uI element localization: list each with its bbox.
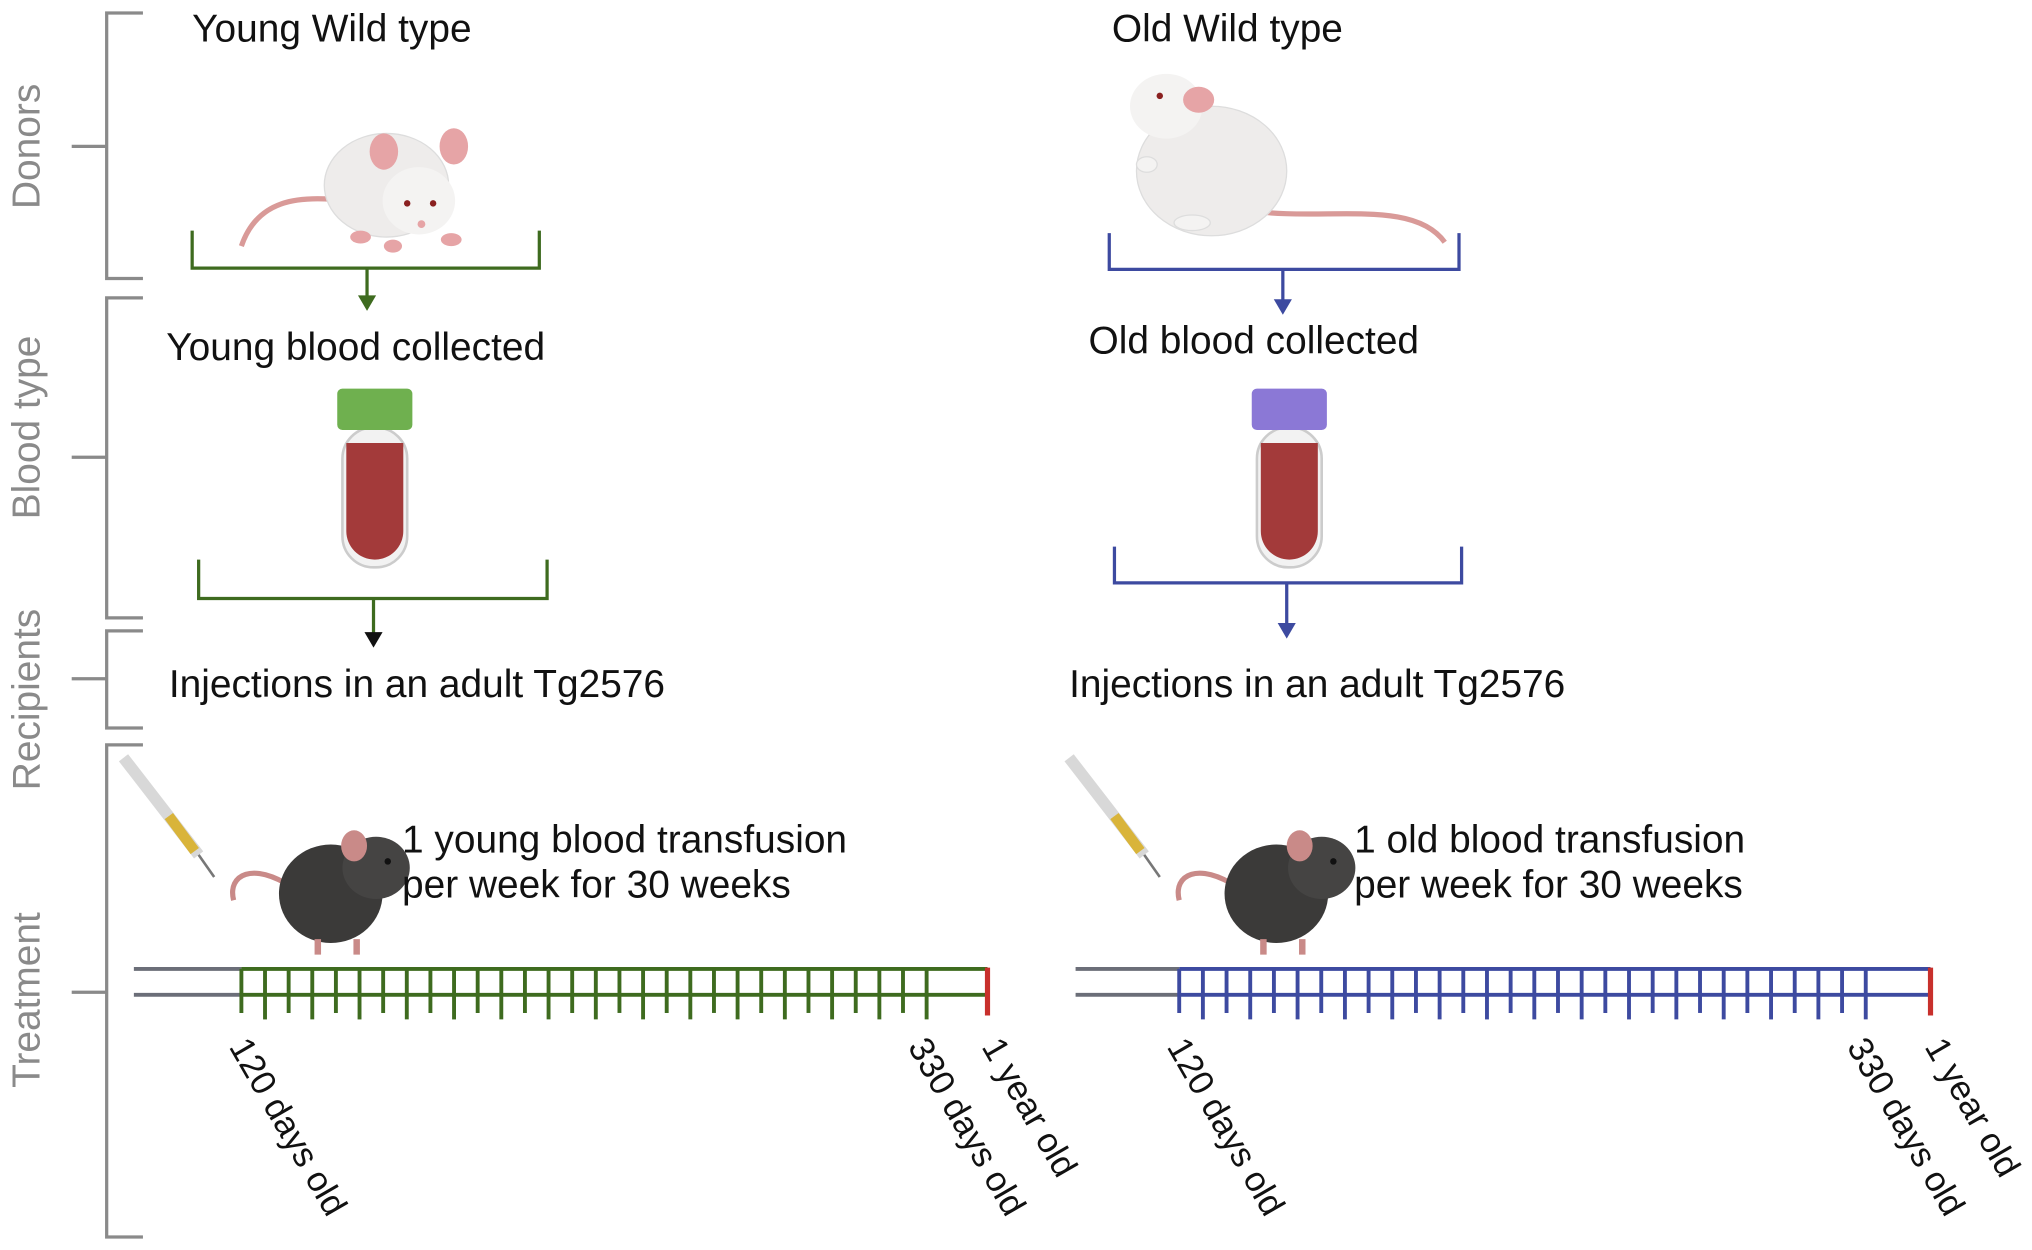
treatment-label-line2: per week for 30 weeks — [402, 864, 791, 907]
side-label-treatment: Treatment — [5, 912, 48, 1088]
treatment-label-line1: 1 old blood transfusion — [1354, 818, 1745, 861]
arrow-head — [357, 295, 377, 311]
pre-treatment-line — [1075, 966, 1180, 997]
recipient-label: Injections in an adult Tg2576 — [169, 663, 665, 706]
arrow-head — [364, 632, 383, 648]
side-label-donors: Donors — [5, 84, 48, 209]
donor-bracket — [1107, 233, 1461, 302]
white-mouse-icon — [1129, 73, 1447, 244]
blood-tube-icon — [1251, 388, 1327, 569]
syringe-icon — [1064, 754, 1161, 878]
white-mouse-icon — [238, 128, 469, 253]
arrow-head — [1273, 299, 1292, 315]
donor-label: Young Wild type — [192, 7, 471, 50]
treatment-line — [1179, 966, 1931, 997]
donor-bracket — [190, 230, 541, 298]
blood-tube-icon — [337, 388, 413, 569]
blood-label: Young blood collected — [166, 326, 545, 369]
old-column: Old Wild type Old blood collected Injectio… — [1064, 7, 2028, 1222]
blood-bracket — [197, 559, 549, 635]
arrow-head — [1277, 623, 1296, 639]
timeline-start-label: 120 days old — [1159, 1031, 1292, 1222]
donor-label: Old Wild type — [1112, 7, 1343, 50]
side-label-recipients: Recipients — [5, 609, 48, 790]
treatment-timeline — [1075, 966, 1934, 1020]
recipient-label: Injections in an adult Tg2576 — [1069, 663, 1565, 706]
treatment-timeline — [133, 966, 991, 1020]
treatment-line — [241, 966, 988, 997]
blood-label: Old blood collected — [1089, 320, 1420, 363]
black-mouse-icon — [1064, 754, 1356, 955]
young-column: Young Wild type Young blood collected Inje… — [118, 7, 1085, 1222]
timeline-start-label: 120 days old — [222, 1031, 355, 1222]
treatment-label-line2: per week for 30 weeks — [1354, 864, 1743, 907]
treatment-label-line1: 1 young blood transfusion — [402, 818, 847, 861]
side-label-blood-type: Blood type — [5, 336, 48, 520]
black-mouse-icon — [118, 754, 410, 955]
pre-treatment-line — [133, 966, 242, 997]
stage-axis — [71, 11, 143, 1239]
syringe-icon — [118, 754, 216, 878]
blood-bracket — [1112, 546, 1464, 626]
